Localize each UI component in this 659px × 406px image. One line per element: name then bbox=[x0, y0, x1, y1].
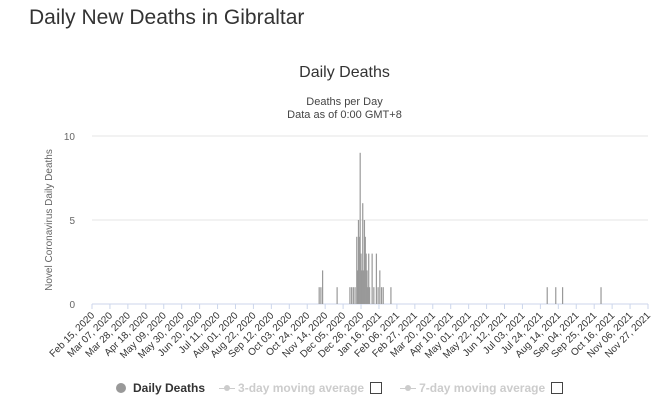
bar bbox=[390, 287, 392, 304]
legend-label-3-day-average: 3-day moving average bbox=[238, 381, 365, 395]
bar bbox=[368, 253, 370, 304]
bar bbox=[359, 152, 361, 304]
checkbox-3-day-average[interactable] bbox=[370, 382, 383, 394]
bar bbox=[362, 270, 365, 304]
bar bbox=[368, 287, 371, 304]
bar bbox=[561, 287, 564, 304]
bar bbox=[371, 253, 373, 304]
bar bbox=[377, 287, 379, 304]
legend-label-daily-deaths: Daily Deaths bbox=[133, 381, 206, 395]
bar bbox=[354, 287, 356, 304]
bar bbox=[358, 236, 360, 304]
bar bbox=[363, 220, 366, 304]
bar bbox=[320, 287, 322, 304]
bar bbox=[546, 287, 548, 304]
y-tick-label: 10 bbox=[64, 132, 76, 143]
chart-title: Daily Deaths bbox=[299, 64, 390, 81]
bar bbox=[352, 287, 354, 304]
bar bbox=[357, 220, 360, 304]
y-axis-title: Novel Coronavirus Daily Deaths bbox=[44, 149, 55, 291]
bar bbox=[349, 287, 351, 304]
y-tick-label: 0 bbox=[69, 300, 75, 311]
bar bbox=[321, 270, 324, 304]
legend-item-7-day-average[interactable]: 7-day moving average bbox=[400, 381, 567, 395]
chart-subtitle-line-1: Deaths per Day bbox=[306, 96, 383, 108]
bar bbox=[367, 287, 369, 304]
bar bbox=[382, 287, 384, 304]
bar bbox=[362, 203, 364, 304]
bar bbox=[375, 253, 378, 304]
bar bbox=[364, 236, 366, 304]
bar bbox=[366, 270, 368, 304]
chart-legend: Daily Deaths 3-day moving average 7-day … bbox=[116, 381, 581, 395]
bar bbox=[365, 253, 367, 304]
page-title: Daily New Deaths in Gibraltar bbox=[29, 6, 305, 29]
legend-line-icon bbox=[219, 384, 236, 392]
legend-item-3-day-average[interactable]: 3-day moving average bbox=[219, 381, 386, 395]
bar bbox=[356, 236, 358, 304]
legend-label-7-day-average: 7-day moving average bbox=[419, 381, 546, 395]
legend-item-daily-deaths[interactable]: Daily Deaths bbox=[116, 381, 205, 395]
bar bbox=[357, 270, 359, 304]
bar bbox=[351, 287, 353, 304]
bar bbox=[373, 287, 375, 304]
checkbox-7-day-average[interactable] bbox=[551, 382, 564, 394]
bar bbox=[360, 253, 362, 304]
bar bbox=[318, 287, 320, 304]
bar bbox=[555, 287, 557, 304]
chart-subtitle-line-2: Data as of 0:00 GMT+8 bbox=[287, 109, 402, 121]
bar bbox=[336, 287, 338, 304]
bar bbox=[380, 287, 383, 304]
legend-line-icon bbox=[400, 384, 417, 392]
bar bbox=[379, 270, 381, 304]
bar bbox=[361, 270, 363, 304]
y-tick-label: 5 bbox=[69, 216, 75, 227]
legend-dot-icon bbox=[116, 383, 126, 393]
bar bbox=[600, 287, 602, 304]
